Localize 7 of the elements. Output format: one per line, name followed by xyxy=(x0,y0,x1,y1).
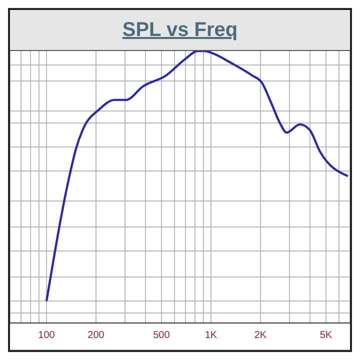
x-tick-label: 100 xyxy=(38,330,56,342)
x-tick-label: 1K xyxy=(204,330,218,342)
x-tick-label: 500 xyxy=(153,330,170,342)
x-tick-label: 2K xyxy=(254,330,267,342)
x-tick-label: 5K xyxy=(320,330,332,342)
chart-title: SPL vs Freq xyxy=(122,18,238,42)
x-tick-label: 200 xyxy=(88,330,105,342)
